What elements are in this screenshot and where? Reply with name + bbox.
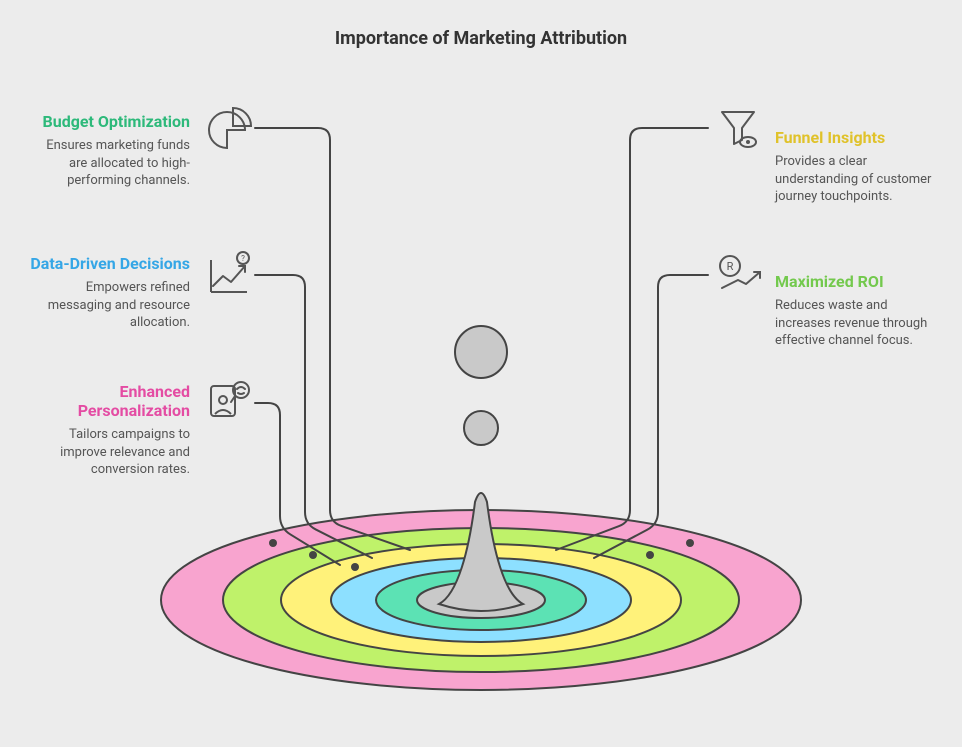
item-funnel: Funnel Insights Provides a clear underst… [775,128,935,206]
item-budget: Budget Optimization Ensures marketing fu… [30,112,190,190]
pie-chart-icon [209,108,251,148]
item-budget-desc: Ensures marketing funds are allocated to… [30,137,190,190]
icons-group: ?R [209,108,760,416]
splash-group [439,493,523,611]
funnel-icon [722,112,756,147]
ripple-group [161,510,801,690]
item-funnel-label: Funnel Insights [775,128,935,147]
svg-text:?: ? [241,254,245,263]
item-roi-desc: Reduces waste and increases revenue thro… [775,297,935,350]
item-data-desc: Empowers refined messaging and resource … [30,279,190,332]
item-roi: Maximized ROI Reduces waste and increase… [775,272,935,350]
droplets-group [455,326,507,445]
item-budget-label: Budget Optimization [30,112,190,131]
item-data: Data-Driven Decisions Empowers refined m… [30,254,190,332]
user-chat-icon [211,382,249,416]
line-chart-icon: ? [211,252,249,292]
item-personalization: Enhanced Personalization Tailors campaig… [30,382,190,479]
page-title: Importance of Marketing Attribution [0,28,962,49]
item-roi-label: Maximized ROI [775,272,935,291]
item-funnel-desc: Provides a clear understanding of custom… [775,153,935,206]
svg-text:R: R [727,260,734,273]
roi-arrow-icon: R [720,256,760,288]
item-data-label: Data-Driven Decisions [30,254,190,273]
item-personalization-desc: Tailors campaigns to improve relevance a… [30,426,190,479]
item-personalization-label: Enhanced Personalization [30,382,190,420]
connectors-group [255,128,708,571]
